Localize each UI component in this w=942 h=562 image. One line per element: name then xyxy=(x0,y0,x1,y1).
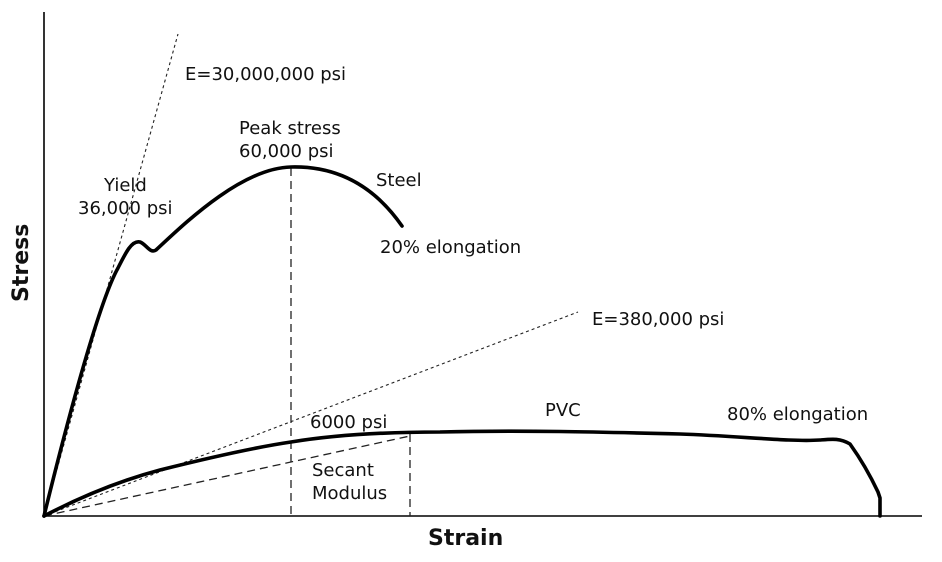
yield-label-line2: 36,000 psi xyxy=(78,198,173,219)
steel-elongation-label: 20% elongation xyxy=(380,237,521,258)
pvc-curve xyxy=(42,429,882,518)
pvc-stress-label: 6000 psi xyxy=(310,412,387,433)
steel-modulus-label: E=30,000,000 psi xyxy=(185,64,346,85)
secant-label-line1: Secant xyxy=(312,460,374,481)
pvc-label: PVC xyxy=(545,400,581,421)
pvc-modulus-line xyxy=(43,311,579,517)
secant-modulus-line xyxy=(43,435,411,517)
pvc-modulus-label: E=380,000 psi xyxy=(592,309,724,330)
steel-modulus-line xyxy=(43,33,179,517)
y-axis-title: Stress xyxy=(9,224,34,302)
steel-label: Steel xyxy=(376,170,422,191)
peak-stress-label-line1: Peak stress xyxy=(239,118,341,139)
yield-label-line1: Yield xyxy=(103,175,147,196)
x-axis-title: Strain xyxy=(428,526,503,551)
pvc-elongation-label: 80% elongation xyxy=(727,404,868,425)
secant-label-line2: Modulus xyxy=(312,483,387,504)
peak-stress-label-line2: 60,000 psi xyxy=(239,141,334,162)
steel-curve xyxy=(42,165,404,518)
